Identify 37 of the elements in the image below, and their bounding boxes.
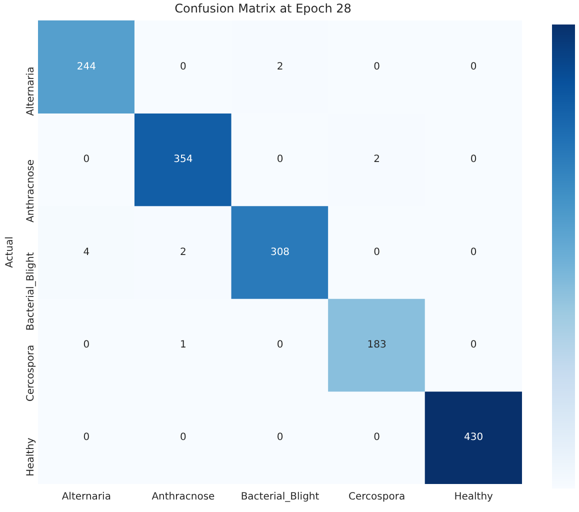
y-tick-label: Alternaria — [26, 66, 37, 116]
data-label: 0 — [83, 432, 90, 444]
x-tick-label: Cercospora — [348, 492, 406, 503]
y-axis-title: Actual — [4, 236, 16, 268]
data-label: 4 — [83, 246, 90, 258]
data-label: 308 — [270, 246, 290, 258]
x-tick-label: Alternaria — [62, 492, 111, 503]
data-label: 0 — [83, 340, 90, 351]
data-label: 430 — [464, 432, 484, 444]
data-label: 0 — [374, 246, 380, 258]
data-label: 0 — [374, 432, 380, 444]
data-label: 0 — [276, 340, 284, 351]
data-label: 0 — [470, 340, 477, 351]
y-tick-label: Anthracnose — [26, 159, 37, 222]
data-label: 0 — [83, 154, 90, 166]
data-label: 0 — [276, 432, 284, 444]
data-label: 244 — [76, 61, 96, 72]
data-label: 0 — [470, 154, 477, 166]
data-label: 0 — [374, 61, 380, 72]
data-label: 2 — [180, 246, 186, 258]
x-tick-label: Anthracnose — [152, 492, 215, 503]
data-label: 2 — [276, 61, 284, 72]
y-tick-label: Bacterial_Blight — [26, 252, 37, 331]
chart-title: Confusion Matrix at Epoch 28 — [174, 1, 352, 16]
data-label: 183 — [367, 340, 386, 351]
x-tick-label: Healthy — [454, 492, 494, 503]
y-tick-label: Cercospora — [26, 344, 37, 402]
data-label: 0 — [180, 61, 186, 72]
y-tick-label: Healthy — [26, 438, 37, 476]
x-tick-label: Bacterial_Blight — [240, 492, 320, 503]
data-label: 0 — [276, 154, 284, 166]
data-label: 0 — [470, 61, 477, 72]
data-label: 0 — [470, 246, 477, 258]
data-label: 2 — [374, 154, 380, 166]
data-label: 354 — [174, 154, 193, 166]
data-label: 1 — [180, 340, 186, 351]
data-label: 0 — [180, 432, 186, 444]
